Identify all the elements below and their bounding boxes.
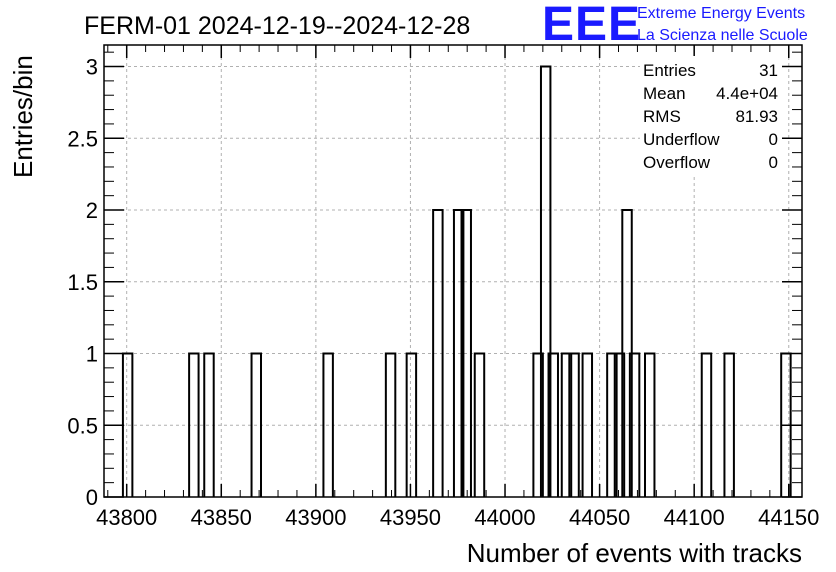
x-tick-label: 43850 [191,505,252,530]
y-tick-label: 2.5 [67,126,98,151]
stats-label: RMS [643,107,681,126]
y-tick-label: 1 [86,342,98,367]
x-axis-label: Number of events with tracks [467,538,802,568]
histogram-bin [547,352,559,497]
logo-letters: EEE [542,0,641,51]
histogram-bin [581,352,594,497]
y-tick-label: 0.5 [67,413,98,438]
histogram-bin [539,65,552,497]
y-tick-label: 1.5 [67,270,98,295]
y-tick-label: 3 [86,55,98,80]
histogram-bin [613,352,626,497]
histogram-bin [643,352,656,497]
stats-value: 31 [759,61,778,80]
histogram-bin [628,352,641,497]
histogram-bin [723,352,735,497]
x-tick-label: 43900 [285,505,346,530]
eee-logo: EEE Extreme Energy Events La Scienza nel… [542,0,808,51]
stats-value: 0 [769,153,778,172]
x-tick-label: 44050 [569,505,630,530]
stats-label: Underflow [643,130,720,149]
histogram-bin [432,209,444,497]
stats-value: 81.93 [735,107,778,126]
histogram-bin [384,352,397,497]
logo-line-1: Extreme Energy Events [637,5,805,22]
histogram-bin [188,352,200,497]
x-tick-label: 43800 [96,505,157,530]
x-tick-label: 44100 [664,505,725,530]
histogram-bin [203,352,215,497]
stats-label: Overflow [643,153,711,172]
plot-frame [103,44,803,498]
histogram-bin [532,352,544,497]
histogram-bin [700,352,713,497]
axis-ticks: 43800 43850 43900 43950 44000 44050 44100 44150… [67,45,819,530]
x-tick-label: 44000 [474,505,535,530]
histogram-bin [606,352,618,497]
y-tick-label: 2 [86,198,98,223]
stats-box-background [640,56,780,174]
y-axis-label: Entries/bin [8,55,38,178]
histogram-bin [452,209,465,497]
stats-value: 4.4e+04 [716,84,778,103]
stats-label: Entries [643,61,696,80]
chart-title: FERM-01 2024-12-19--2024-12-28 [84,12,470,40]
y-tick-label: 0 [86,485,98,510]
x-tick-label: 43950 [380,505,441,530]
stats-label: Mean [643,84,686,103]
x-tick-label: 44150 [758,505,819,530]
logo-line-2: La Scienza nelle Scuole [637,27,808,44]
histogram-bin [322,352,334,497]
histogram-bin [460,209,472,497]
histogram-bin [250,352,263,497]
histogram-bars [121,65,792,497]
histogram-bin [405,352,418,497]
histogram-bin [473,352,486,497]
histogram-bin [560,352,573,497]
histogram-bin [568,352,580,497]
stats-value: 0 [769,130,778,149]
stats-box: Entries 31 Mean 4.4e+04 RMS 81.93 Underflow 0 Ov… [640,56,780,174]
